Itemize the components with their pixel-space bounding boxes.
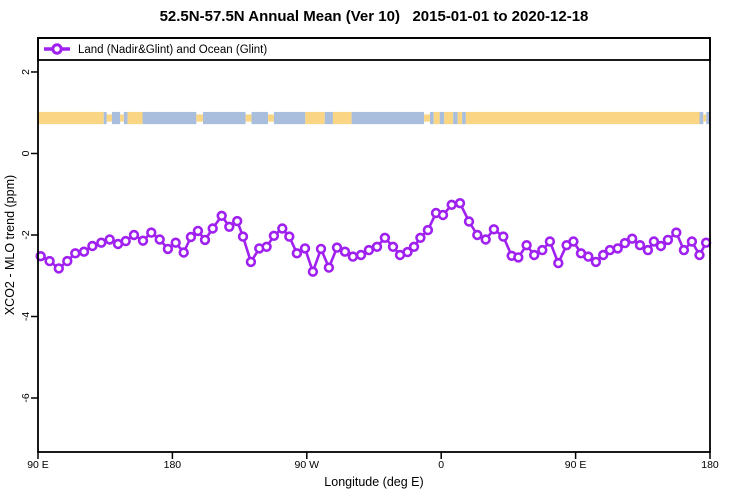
chart-title: 52.5N-57.5N Annual Mean (Ver 10) 2015-01… [160, 8, 589, 25]
x-tick-label: 0 [438, 459, 444, 471]
data-series [35, 198, 712, 277]
y-tick-label: -6 [20, 393, 32, 402]
legend: Land (Nadir&Glint) and Ocean (Glint) [37, 37, 711, 61]
axis-text: 90 E 180 90 W 0 90 E 180 2 0 -2 -4 -6 Lo… [3, 69, 719, 489]
legend-label: Land (Nadir&Glint) and Ocean (Glint) [78, 44, 267, 56]
x-tick-label: 90 W [295, 459, 320, 471]
x-tick-label: 180 [701, 459, 719, 471]
x-tick-label: 90 E [27, 459, 49, 471]
x-tick-label: 90 E [565, 459, 587, 471]
y-tick-label: 0 [20, 150, 32, 156]
x-tick-label: 180 [164, 459, 182, 471]
legend-marker-icon [51, 43, 63, 55]
y-tick-label: -2 [20, 230, 32, 239]
y-axis-label: XCO2 - MLO trend (ppm) [3, 175, 17, 315]
plot-border [37, 37, 711, 453]
y-tick-label: 2 [20, 69, 32, 75]
y-tick-label: -4 [20, 312, 32, 321]
map-band [38, 111, 710, 125]
axis-ticks [31, 71, 711, 459]
x-axis-label: Longitude (deg E) [324, 475, 423, 489]
